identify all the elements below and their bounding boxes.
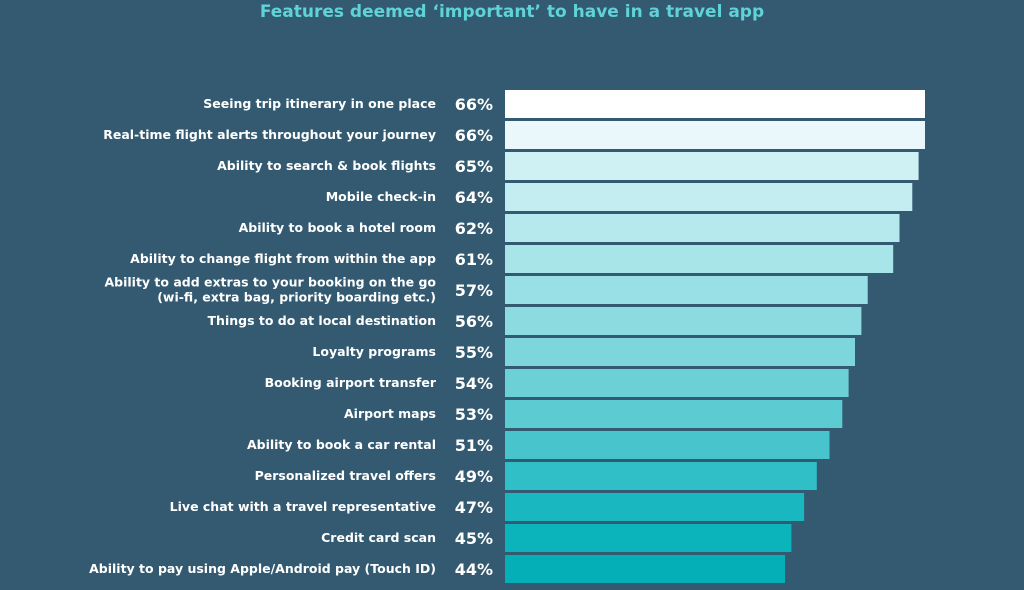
value-label-8: 56% — [455, 312, 493, 331]
chart-title: Features deemed ‘important’ to have in a… — [259, 2, 765, 22]
value-label-7: 57% — [455, 281, 493, 300]
value-label-2: 66% — [455, 126, 493, 145]
value-label-10: 54% — [455, 374, 493, 393]
category-label-1: Seeing trip itinerary in one place — [203, 96, 436, 111]
category-label-8: Things to do at local destination — [208, 313, 436, 328]
bar-9 — [505, 338, 855, 366]
value-label-13: 49% — [455, 467, 493, 486]
bar-16 — [505, 555, 785, 583]
category-label-16: Ability to pay using Apple/Android pay (… — [89, 561, 436, 576]
value-label-3: 65% — [455, 157, 493, 176]
bar-1 — [505, 90, 925, 118]
bar-6 — [505, 245, 894, 273]
category-label-6: Ability to change flight from within the… — [130, 251, 436, 266]
bar-12 — [505, 431, 830, 459]
value-labels-layer: 66% 66% 65% 64% 62% 61% 57% 56% 55% 54% 53% 51% 49% 4… — [455, 95, 493, 579]
bar-13 — [505, 462, 817, 490]
category-label-15: Credit card scan — [321, 530, 436, 545]
value-label-1: 66% — [455, 95, 493, 114]
category-label-3: Ability to search & book flights — [217, 158, 436, 173]
category-label-12: Ability to book a car rental — [247, 437, 436, 452]
value-label-14: 47% — [455, 498, 493, 517]
value-label-16: 44% — [455, 560, 493, 579]
bar-14 — [505, 493, 805, 521]
bar-11 — [505, 400, 843, 428]
value-label-12: 51% — [455, 436, 493, 455]
bar-15 — [505, 524, 792, 552]
value-label-5: 62% — [455, 219, 493, 238]
category-label-7-line-2: (wi-fi, extra bag, priority boarding etc… — [157, 290, 436, 305]
bar-7 — [505, 276, 868, 304]
value-label-4: 64% — [455, 188, 493, 207]
bars-layer — [505, 90, 925, 583]
bar-5 — [505, 214, 900, 242]
bar-3 — [505, 152, 919, 180]
value-label-11: 53% — [455, 405, 493, 424]
value-label-6: 61% — [455, 250, 493, 269]
category-label-2: Real-time flight alerts throughout your … — [103, 127, 436, 142]
category-label-11: Airport maps — [344, 406, 436, 421]
bar-10 — [505, 369, 849, 397]
bar-2 — [505, 121, 925, 149]
value-label-9: 55% — [455, 343, 493, 362]
category-label-7-line-1: Ability to add extras to your booking on… — [104, 275, 436, 290]
category-label-5: Ability to book a hotel room — [239, 220, 436, 235]
category-label-9: Loyalty programs — [312, 344, 436, 359]
category-label-10: Booking airport transfer — [265, 375, 437, 390]
category-label-13: Personalized travel offers — [255, 468, 436, 483]
category-labels-layer: Seeing trip itinerary in one place Real-t… — [89, 96, 437, 576]
bar-8 — [505, 307, 862, 335]
category-label-4: Mobile check-in — [326, 189, 436, 204]
value-label-15: 45% — [455, 529, 493, 548]
bar-4 — [505, 183, 913, 211]
category-label-14: Live chat with a travel representative — [170, 499, 436, 514]
